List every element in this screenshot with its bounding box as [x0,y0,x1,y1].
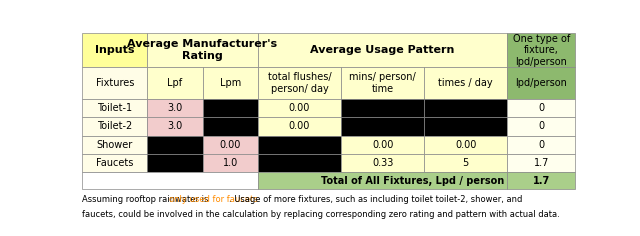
Bar [508,117,575,135]
Bar [341,154,424,172]
Text: Total of All Fixtures, Lpd / person: Total of All Fixtures, Lpd / person [321,176,504,185]
Text: times / day: times / day [438,78,493,88]
Text: 3.0: 3.0 [167,122,182,131]
Bar [258,33,508,67]
Bar [508,67,575,99]
Text: 0.00: 0.00 [220,140,241,150]
Bar [83,172,258,189]
Bar [341,135,424,154]
Bar [83,33,147,67]
Text: Faucets: Faucets [96,158,134,168]
Bar [202,135,258,154]
Bar [147,154,202,172]
Bar [424,135,508,154]
Bar [508,135,575,154]
Bar [147,135,202,154]
Bar [424,67,508,99]
Text: total flushes/
person/ day: total flushes/ person/ day [268,72,332,94]
Bar [202,67,258,99]
Bar [83,99,147,117]
Text: 0: 0 [538,140,544,150]
Text: 1.7: 1.7 [532,176,550,185]
Text: Inputs: Inputs [95,45,134,55]
Bar [508,33,575,67]
Text: One type of
fixture,
lpd/person: One type of fixture, lpd/person [513,34,570,67]
Bar [508,99,575,117]
Text: Average Manufacturer's
Rating: Average Manufacturer's Rating [127,39,278,61]
Text: 0: 0 [538,103,544,113]
Text: Lpf: Lpf [167,78,182,88]
Bar [83,154,147,172]
Bar [508,154,575,172]
Text: faucets, could be involved in the calculation by replacing corresponding zero ra: faucets, could be involved in the calcul… [83,210,560,219]
Text: only used for faucets: only used for faucets [169,195,257,204]
Text: Average Usage Pattern: Average Usage Pattern [310,45,455,55]
Bar [341,117,424,135]
Bar [258,99,341,117]
Text: 5: 5 [463,158,469,168]
Bar [424,154,508,172]
Text: 0.00: 0.00 [289,103,310,113]
Text: lpd/person: lpd/person [515,78,567,88]
Bar [258,135,341,154]
Text: 1.7: 1.7 [534,158,549,168]
Bar [147,67,202,99]
Bar [258,172,508,189]
Bar [83,117,147,135]
Bar [508,172,575,189]
Bar [202,117,258,135]
Text: Lpm: Lpm [220,78,241,88]
Text: Fixtures: Fixtures [95,78,134,88]
Text: 0.33: 0.33 [372,158,394,168]
Text: Assuming rooftop rainwater is: Assuming rooftop rainwater is [83,195,211,204]
Text: 3.0: 3.0 [167,103,182,113]
Text: 0.00: 0.00 [372,140,394,150]
Text: mins/ person/
time: mins/ person/ time [349,72,416,94]
Text: 0.00: 0.00 [289,122,310,131]
Bar [258,117,341,135]
Text: 0: 0 [538,122,544,131]
Text: . Usage of more fixtures, such as including toilet toilet-2, shower, and: . Usage of more fixtures, such as includ… [229,195,523,204]
Bar [147,117,202,135]
Bar [424,117,508,135]
Text: 1.0: 1.0 [223,158,238,168]
Text: Shower: Shower [97,140,133,150]
Text: 0.00: 0.00 [455,140,476,150]
Bar [258,154,341,172]
Bar [258,67,341,99]
Bar [424,99,508,117]
Bar [341,99,424,117]
Bar [202,154,258,172]
Bar [147,33,258,67]
Bar [202,99,258,117]
Bar [83,67,147,99]
Text: Toilet-2: Toilet-2 [97,122,132,131]
Bar [147,99,202,117]
Text: Toilet-1: Toilet-1 [97,103,132,113]
Bar [83,135,147,154]
Bar [341,67,424,99]
